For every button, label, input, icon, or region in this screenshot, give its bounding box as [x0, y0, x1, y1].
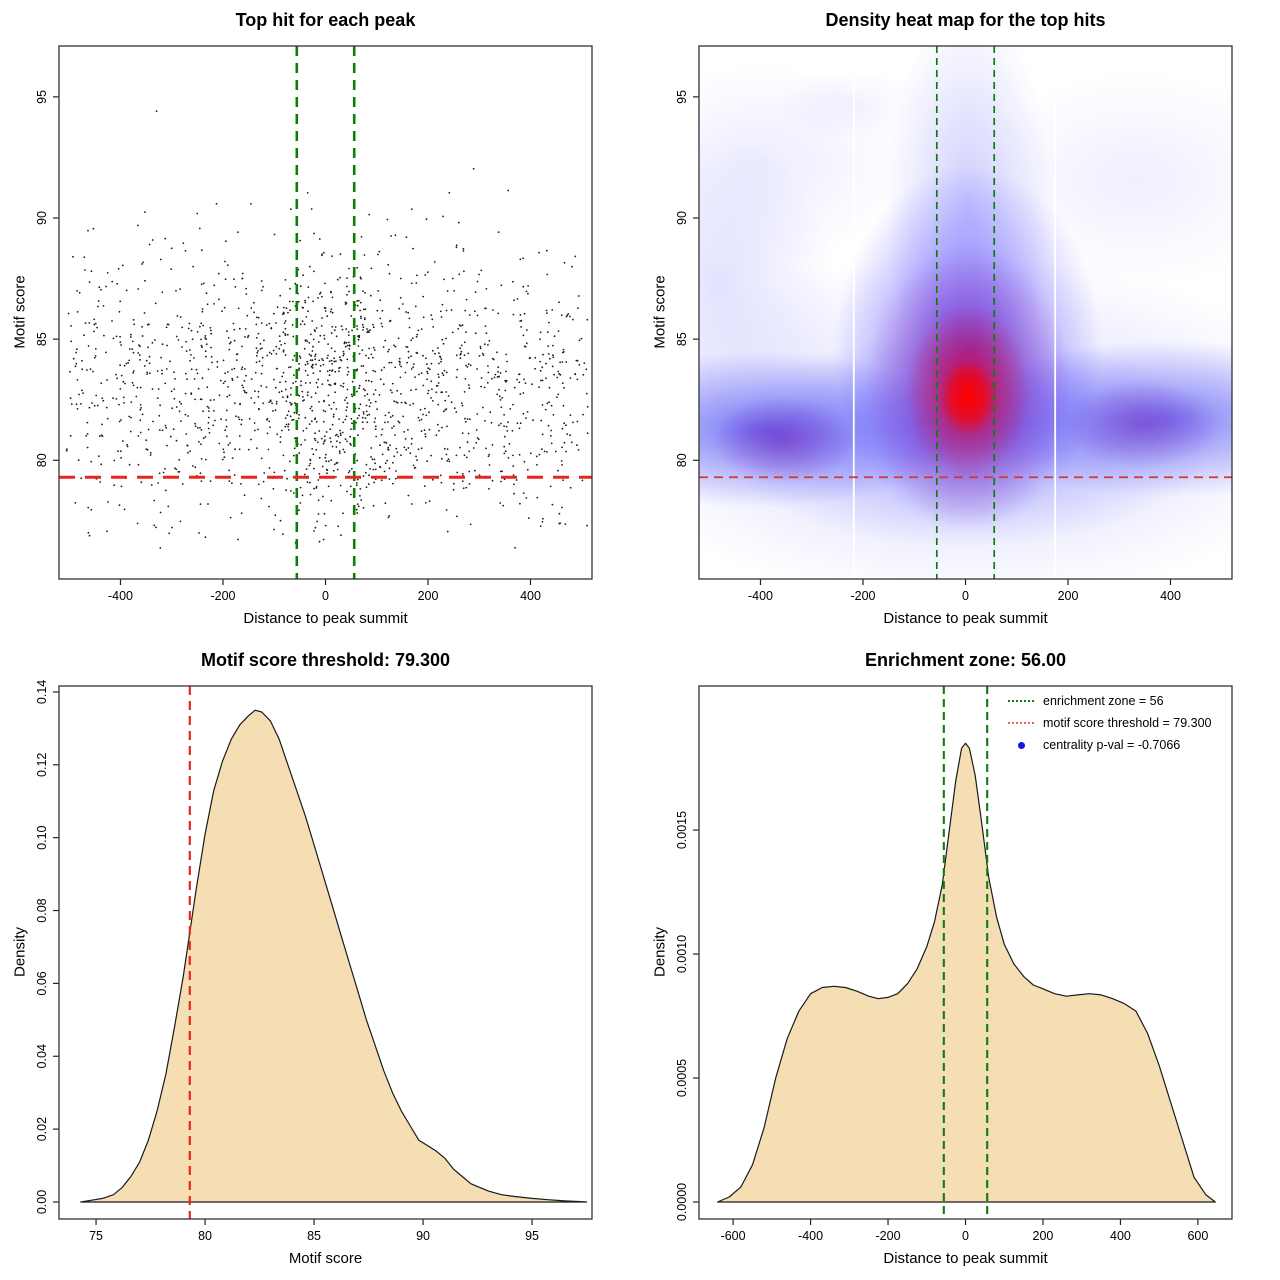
legend-label: enrichment zone = 56	[1043, 694, 1164, 708]
scatter-points	[65, 110, 589, 549]
legend-label: centrality p-val = -0.7066	[1043, 738, 1181, 752]
svg-text:85: 85	[675, 332, 689, 346]
svg-text:200: 200	[1033, 1229, 1054, 1243]
enrichment-title: Enrichment zone: 56.00	[864, 650, 1067, 670]
svg-text:400: 400	[1110, 1229, 1131, 1243]
plot-box	[58, 45, 593, 580]
axes: -400 -200 0 200 400 80 85 90 95	[35, 90, 541, 603]
score-density-ylabel: Density	[11, 926, 29, 978]
distance-density-xlabel: Distance to peak summit	[883, 1250, 1048, 1267]
svg-text:0.10: 0.10	[35, 825, 49, 849]
svg-text:200: 200	[418, 589, 439, 603]
heatmap-title: Density heat map for the top hits	[825, 10, 1106, 30]
svg-text:-200: -200	[876, 1229, 901, 1243]
axes: -400 -200 0 200 400 80 85 90 95	[675, 90, 1181, 603]
svg-text:75: 75	[89, 1229, 103, 1243]
svg-text:0.08: 0.08	[35, 898, 49, 922]
svg-text:0.0000: 0.0000	[675, 1183, 689, 1221]
svg-text:80: 80	[198, 1229, 212, 1243]
heatmap-canvas: -400 -200 0 200 400 80 85 90 95	[675, 45, 1233, 603]
svg-text:400: 400	[1160, 589, 1181, 603]
panel-density-heatmap: Density heat map for the top hits -400 -2…	[640, 0, 1280, 640]
legend-item-score-threshold: motif score threshold = 79.300	[1008, 712, 1212, 734]
svg-text:95: 95	[35, 90, 49, 104]
blue-dot-swatch	[1008, 741, 1034, 749]
svg-text:0: 0	[962, 1229, 969, 1243]
axes: 75 80 85 90 95 0.00 0.02 0.04 0.06 0.08 0.10 0.12 0.…	[35, 680, 539, 1243]
svg-text:-600: -600	[721, 1229, 746, 1243]
svg-text:-400: -400	[748, 589, 773, 603]
score-density-xlabel: Motif score	[288, 1250, 363, 1267]
heatmap-xlabel: Distance to peak summit	[883, 610, 1048, 627]
svg-text:0: 0	[962, 589, 969, 603]
distance-density-canvas: -600 -400 -200 0 200 400 600 0.0000 0.0005 0.0010…	[675, 685, 1233, 1243]
scatter-xlabel: Distance to peak summit	[243, 610, 408, 627]
axes: -600 -400 -200 0 200 400 600 0.0000 0.0005 0.0010…	[675, 811, 1208, 1243]
svg-text:80: 80	[675, 453, 689, 467]
plot-box	[58, 685, 593, 1220]
svg-text:0.14: 0.14	[35, 680, 49, 704]
score-density-title: Motif score threshold: 79.300	[200, 650, 451, 670]
heatmap-ylabel: Motif score	[651, 275, 669, 349]
svg-text:0: 0	[322, 589, 329, 603]
scatter-canvas: -400 -200 0 200 400 80 85 90 95	[35, 45, 593, 603]
panel-motif-score-density: Motif score threshold: 79.300 75 80 85 90 95…	[0, 640, 640, 1280]
svg-text:-200: -200	[210, 589, 235, 603]
density-curve	[80, 709, 588, 1203]
svg-text:-400: -400	[798, 1229, 823, 1243]
legend-item-enrichment-zone: enrichment zone = 56	[1008, 690, 1212, 712]
score-density-canvas: 75 80 85 90 95 0.00 0.02 0.04 0.06 0.08 0.10 0.12 0.…	[35, 680, 593, 1243]
svg-text:80: 80	[35, 453, 49, 467]
panel-distance-density: Enrichment zone: 56.00 -600 -400 -200 0 200 4…	[640, 640, 1280, 1280]
plot-box	[698, 685, 1233, 1220]
svg-text:0.04: 0.04	[35, 1044, 49, 1068]
svg-text:-200: -200	[850, 589, 875, 603]
svg-text:0.02: 0.02	[35, 1117, 49, 1141]
svg-text:-400: -400	[108, 589, 133, 603]
legend-item-centrality-pval: centrality p-val = -0.7066	[1008, 734, 1212, 756]
legend: enrichment zone = 56 motif score thresho…	[1008, 690, 1212, 756]
scatter-ylabel: Motif score	[11, 275, 29, 349]
svg-text:0.00: 0.00	[35, 1190, 49, 1214]
svg-text:0.06: 0.06	[35, 971, 49, 995]
heatmap-density-surface	[699, 46, 1232, 579]
density-curve	[717, 742, 1216, 1203]
svg-text:90: 90	[675, 211, 689, 225]
svg-text:95: 95	[525, 1229, 539, 1243]
scatter-title: Top hit for each peak	[235, 10, 416, 30]
distance-density-ylabel: Density	[651, 926, 669, 978]
svg-text:0.12: 0.12	[35, 753, 49, 777]
svg-text:0.0015: 0.0015	[675, 811, 689, 849]
svg-text:600: 600	[1187, 1229, 1208, 1243]
svg-text:90: 90	[416, 1229, 430, 1243]
svg-text:400: 400	[520, 589, 541, 603]
legend-label: motif score threshold = 79.300	[1043, 716, 1212, 730]
green-dotted-line-swatch	[1008, 700, 1034, 702]
red-dotted-line-swatch	[1008, 722, 1034, 724]
svg-text:0.0010: 0.0010	[675, 935, 689, 973]
svg-text:95: 95	[675, 90, 689, 104]
svg-text:200: 200	[1058, 589, 1079, 603]
svg-text:0.0005: 0.0005	[675, 1059, 689, 1097]
svg-text:85: 85	[307, 1229, 321, 1243]
panel-scatter-top-hits: Top hit for each peak -400 -200 0 200 400 80 8…	[0, 0, 640, 640]
plot-box	[698, 45, 1233, 580]
svg-text:85: 85	[35, 332, 49, 346]
svg-text:90: 90	[35, 211, 49, 225]
